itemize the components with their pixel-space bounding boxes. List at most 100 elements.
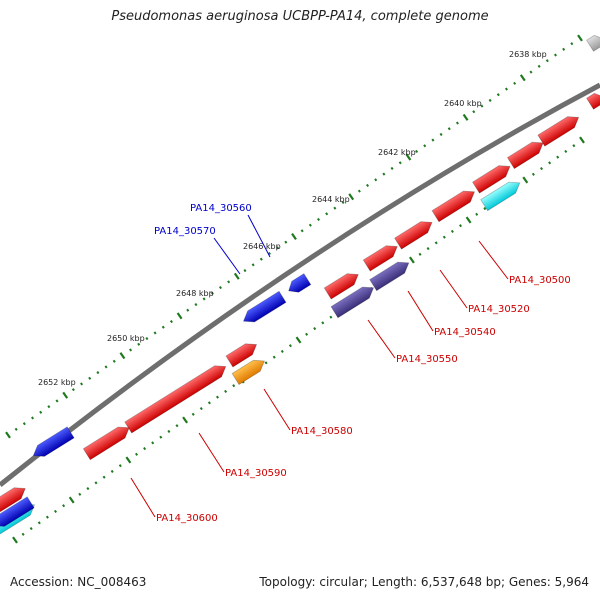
gene-label[interactable]: PA14_30550 <box>396 354 458 365</box>
outer-track-minor-tick <box>39 410 43 414</box>
grey-feature-arrow <box>586 34 600 52</box>
inner-track-major-tick <box>12 536 18 544</box>
outer-track-minor-tick <box>161 325 165 329</box>
inner-track-minor-tick <box>531 172 535 176</box>
scale-label: 2648 kbp <box>176 289 214 298</box>
outer-track-minor-tick <box>88 376 92 380</box>
inner-track-minor-tick <box>458 224 463 228</box>
leader-line <box>198 432 225 473</box>
outer-track-major-tick <box>519 74 526 82</box>
gene-label[interactable]: PA14_30570 <box>154 226 216 237</box>
dark-feature-arrow <box>369 261 410 292</box>
inner-track-minor-tick <box>118 464 122 468</box>
leader-line <box>407 290 434 332</box>
outer-track-minor-tick <box>112 359 116 363</box>
outer-track-minor-tick <box>210 291 214 295</box>
outer-track-minor-tick <box>96 371 100 375</box>
inner-track-minor-tick <box>272 355 276 359</box>
outer-track-minor-tick <box>300 229 304 233</box>
forward-gene-arrow <box>586 92 600 110</box>
inner-track-minor-tick <box>29 527 33 531</box>
inner-track-minor-tick <box>215 395 220 399</box>
inner-track-minor-tick <box>62 504 66 508</box>
outer-track-minor-tick <box>545 59 549 63</box>
inner-track-minor-tick <box>434 241 438 245</box>
reverse-gene-arrow <box>32 426 75 457</box>
gene-label[interactable]: PA14_30560 <box>190 203 252 214</box>
gene-label[interactable]: PA14_30520 <box>468 304 530 315</box>
dark-feature-arrow <box>330 286 375 319</box>
outer-track-minor-tick <box>366 183 370 188</box>
forward-gene-arrow <box>225 343 258 368</box>
leader-line <box>439 269 468 309</box>
outer-track-minor-tick <box>382 172 386 176</box>
inner-track-minor-tick <box>110 469 114 473</box>
outer-track-minor-tick <box>504 87 508 91</box>
outer-track-minor-tick <box>267 251 271 256</box>
inner-track-minor-tick <box>78 492 82 496</box>
scale-labels: 2638 kbp 2640 kbp 2642 kbp 2644 kbp 2646 kbp… <box>38 50 547 387</box>
gene-label[interactable]: PA14_30500 <box>509 275 571 286</box>
forward-gene-arrow <box>124 365 227 434</box>
gene-label[interactable]: PA14_30590 <box>225 468 287 479</box>
leader-line <box>130 477 156 518</box>
forward-gene-arrow <box>431 190 476 223</box>
scale-label: 2642 kbp <box>378 148 416 157</box>
inner-track-minor-tick <box>539 167 544 171</box>
gene-label[interactable]: PA14_30600 <box>156 513 218 524</box>
inner-track-minor-tick <box>21 532 25 536</box>
outer-track-minor-tick <box>251 263 255 267</box>
outer-track-minor-tick <box>14 427 18 431</box>
inner-track-minor-tick <box>199 407 203 411</box>
outer-track-minor-tick <box>80 382 84 386</box>
gene-label[interactable]: PA14_30580 <box>291 426 353 437</box>
outer-track-major-tick <box>233 272 240 280</box>
outer-track-minor-tick <box>55 399 59 403</box>
outer-track-major-tick <box>176 312 183 320</box>
forward-gene-arrow <box>0 487 26 514</box>
outer-track-major-tick <box>348 193 355 201</box>
inner-track-minor-tick <box>450 229 454 233</box>
outer-track-minor-tick <box>472 110 476 114</box>
forward-gene-arrow <box>362 245 398 272</box>
scale-label: 2646 kbp <box>243 242 281 251</box>
reverse-gene-arrow <box>242 290 287 323</box>
outer-track-minor-tick <box>357 189 361 193</box>
outer-track-minor-tick <box>218 285 222 290</box>
outer-track-minor-tick <box>129 348 133 352</box>
gene-labels: PA14_30500 PA14_30520 PA14_30540 PA14_30550… <box>154 203 571 524</box>
inner-track-major-tick <box>68 496 75 504</box>
outer-track-minor-tick <box>439 132 443 136</box>
forward-gene-arrow <box>537 116 580 147</box>
outer-track-minor-tick <box>31 416 35 420</box>
outer-track-minor-tick <box>553 53 557 57</box>
inner-track-minor-tick <box>264 361 268 365</box>
outer-track-minor-tick <box>480 104 484 108</box>
outer-track-major-tick <box>291 232 297 241</box>
outer-track-minor-tick <box>562 47 566 51</box>
outer-track-minor-tick <box>374 178 378 182</box>
genome-backbone <box>0 82 600 487</box>
outer-track-major-tick <box>577 34 583 42</box>
inner-track-minor-tick <box>151 441 155 445</box>
outer-track-minor-tick <box>341 200 345 205</box>
inner-track-major-tick <box>295 336 302 344</box>
outer-tick-track <box>5 34 583 439</box>
inner-track-minor-tick <box>288 344 292 348</box>
outer-track-minor-tick <box>570 42 574 46</box>
outer-track-minor-tick <box>104 365 108 369</box>
inner-track-minor-tick <box>134 452 139 456</box>
outer-track-minor-tick <box>186 308 190 312</box>
inner-track-minor-tick <box>418 252 422 256</box>
inner-track-minor-tick <box>207 401 211 405</box>
gene-label[interactable]: PA14_30540 <box>434 327 496 338</box>
forward-gene-arrow <box>323 273 359 300</box>
inner-track-minor-tick <box>232 384 236 388</box>
outer-track-minor-tick <box>308 223 312 227</box>
scale-label: 2644 kbp <box>312 195 350 204</box>
inner-track-major-tick <box>522 176 529 184</box>
outer-track-minor-tick <box>455 121 459 125</box>
outer-track-minor-tick <box>415 149 419 153</box>
